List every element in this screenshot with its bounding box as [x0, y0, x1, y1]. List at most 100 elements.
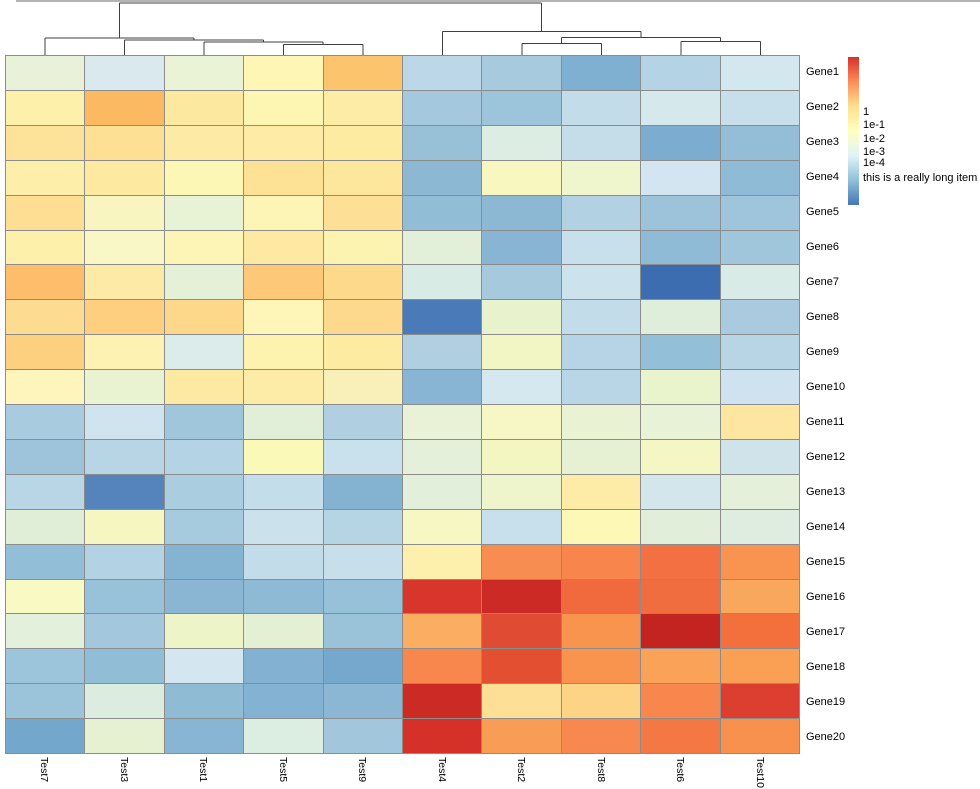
heatmap-cell	[641, 56, 720, 90]
heatmap-grid	[5, 55, 800, 754]
heatmap-cell	[6, 509, 85, 544]
heatmap-cell	[323, 474, 402, 509]
heatmap-cell	[85, 544, 164, 579]
heatmap-cell	[244, 230, 323, 265]
row-label: Gene2	[806, 101, 840, 114]
heatmap-cell	[482, 195, 561, 230]
row-label: Gene5	[806, 206, 840, 219]
heatmap-cell	[561, 370, 641, 404]
heatmap-cell	[720, 509, 799, 544]
heatmap-cell	[6, 614, 85, 649]
heatmap-cell	[641, 195, 720, 230]
heatmap-cell	[6, 125, 85, 160]
heatmap-cell	[164, 719, 244, 753]
heatmap-cell	[641, 265, 720, 300]
heatmap-cell	[482, 439, 561, 474]
heatmap-cell	[641, 405, 720, 439]
row-label: Gene14	[806, 520, 846, 533]
heatmap-cell	[403, 160, 482, 195]
heatmap-cell	[244, 405, 323, 439]
column-label: Test8	[594, 757, 607, 783]
heatmap-cell	[244, 195, 323, 230]
heatmap-cell	[561, 719, 641, 753]
legend-colorbar	[848, 57, 859, 205]
heatmap-cell	[6, 474, 85, 509]
legend-tick-label: this is a really long item	[863, 172, 978, 184]
heatmap-cell	[85, 125, 164, 160]
heatmap-cell	[323, 649, 402, 684]
heatmap-cell	[720, 195, 799, 230]
column-label: Test9	[356, 757, 369, 783]
heatmap-cell	[164, 370, 244, 404]
heatmap-cell	[164, 300, 244, 335]
heatmap-cell	[323, 90, 402, 125]
heatmap-cell	[244, 684, 323, 719]
row-label: Gene15	[806, 555, 846, 568]
heatmap-cell	[720, 474, 799, 509]
heatmap-cell	[482, 370, 561, 404]
column-label: Test6	[674, 757, 687, 783]
heatmap-cell	[561, 265, 641, 300]
heatmap-cell	[85, 335, 164, 370]
heatmap-cell	[85, 719, 164, 753]
heatmap-cell	[561, 56, 641, 90]
heatmap-cell	[164, 335, 244, 370]
heatmap-cell	[85, 684, 164, 719]
heatmap-cell	[561, 195, 641, 230]
heatmap-cell	[6, 230, 85, 265]
heatmap-cell	[720, 265, 799, 300]
heatmap-cell	[561, 509, 641, 544]
heatmap-cell	[323, 719, 402, 753]
heatmap-cell	[482, 719, 561, 753]
legend-tick-label: 1e-3	[863, 146, 886, 158]
heatmap-cell	[244, 544, 323, 579]
heatmap-cell	[641, 614, 720, 649]
heatmap-cell	[720, 544, 799, 579]
heatmap-cell	[561, 614, 641, 649]
heatmap-cell	[482, 579, 561, 614]
heatmap-cell	[244, 370, 323, 404]
heatmap-cell	[561, 125, 641, 160]
heatmap-cell	[164, 230, 244, 265]
heatmap-cell	[85, 265, 164, 300]
heatmap-cell	[720, 335, 799, 370]
heatmap-cell	[561, 300, 641, 335]
heatmap-cell	[641, 439, 720, 474]
heatmap-cell	[85, 474, 164, 509]
column-label: Test2	[515, 757, 528, 783]
heatmap-cell	[6, 195, 85, 230]
heatmap-cell	[244, 125, 323, 160]
heatmap-cell	[403, 474, 482, 509]
heatmap-cell	[561, 335, 641, 370]
heatmap-cell	[244, 579, 323, 614]
window-top-rule	[16, 0, 980, 2]
heatmap-cell	[164, 614, 244, 649]
heatmap-cell	[85, 230, 164, 265]
row-label: Gene12	[806, 450, 846, 463]
heatmap-cell	[482, 125, 561, 160]
row-label: Gene16	[806, 590, 846, 603]
heatmap-cell	[244, 90, 323, 125]
heatmap-cell	[482, 300, 561, 335]
heatmap-cell	[164, 405, 244, 439]
heatmap-cell	[561, 684, 641, 719]
heatmap-cell	[6, 579, 85, 614]
heatmap-cell	[164, 125, 244, 160]
heatmap-cell	[323, 614, 402, 649]
heatmap-cell	[164, 509, 244, 544]
column-label: Test4	[435, 757, 448, 783]
heatmap-cell	[323, 439, 402, 474]
heatmap-cell	[720, 684, 799, 719]
heatmap-cell	[403, 265, 482, 300]
heatmap-cell	[244, 474, 323, 509]
heatmap-cell	[720, 160, 799, 195]
heatmap-cell	[85, 439, 164, 474]
heatmap-cell	[164, 544, 244, 579]
column-label: Test3	[117, 757, 130, 783]
heatmap-cell	[323, 370, 402, 404]
heatmap-cell	[561, 405, 641, 439]
heatmap-cell	[403, 230, 482, 265]
heatmap-cell	[720, 90, 799, 125]
heatmap-cell	[720, 579, 799, 614]
